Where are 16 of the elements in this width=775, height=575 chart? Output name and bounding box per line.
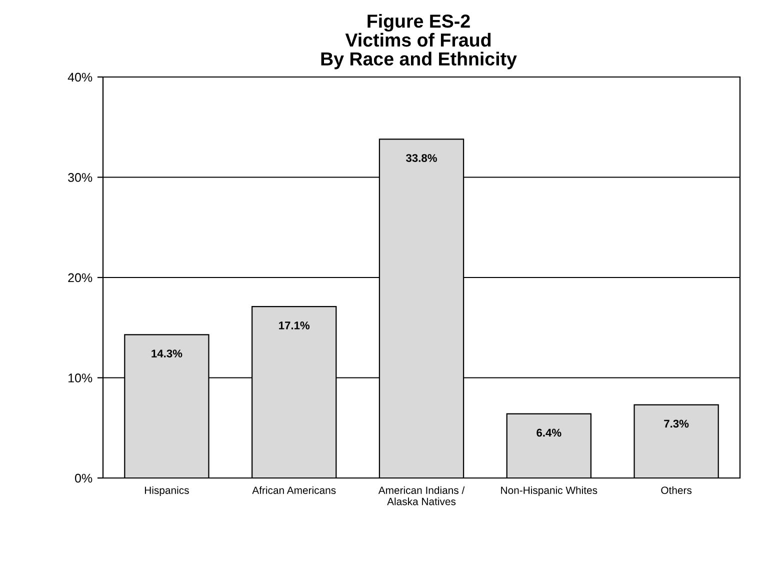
data-label: 14.3% [152,350,182,358]
y-tick-label: 20% [68,273,92,282]
y-tick-label: 30% [68,173,92,182]
x-tick-label: Others [661,486,692,494]
y-tick-label: 40% [68,72,92,82]
data-label: 33.8% [406,154,437,162]
x-tick-label: American Indians / Alaska Natives [378,486,465,506]
chart-title: Figure ES-2 Victims of Fraud By Race and Ethnicity [321,14,517,70]
x-tick-label: Hispanics [144,486,189,496]
x-tick-label: Non-Hispanic Whites [501,486,598,496]
data-label: 6.4% [536,428,562,437]
y-tick-label: 0% [75,474,92,483]
data-label: 17.1% [279,322,310,330]
x-tick-label: African Americans [252,486,336,494]
y-tick-label: 10% [68,374,92,382]
data-label: 7.3% [664,420,689,428]
